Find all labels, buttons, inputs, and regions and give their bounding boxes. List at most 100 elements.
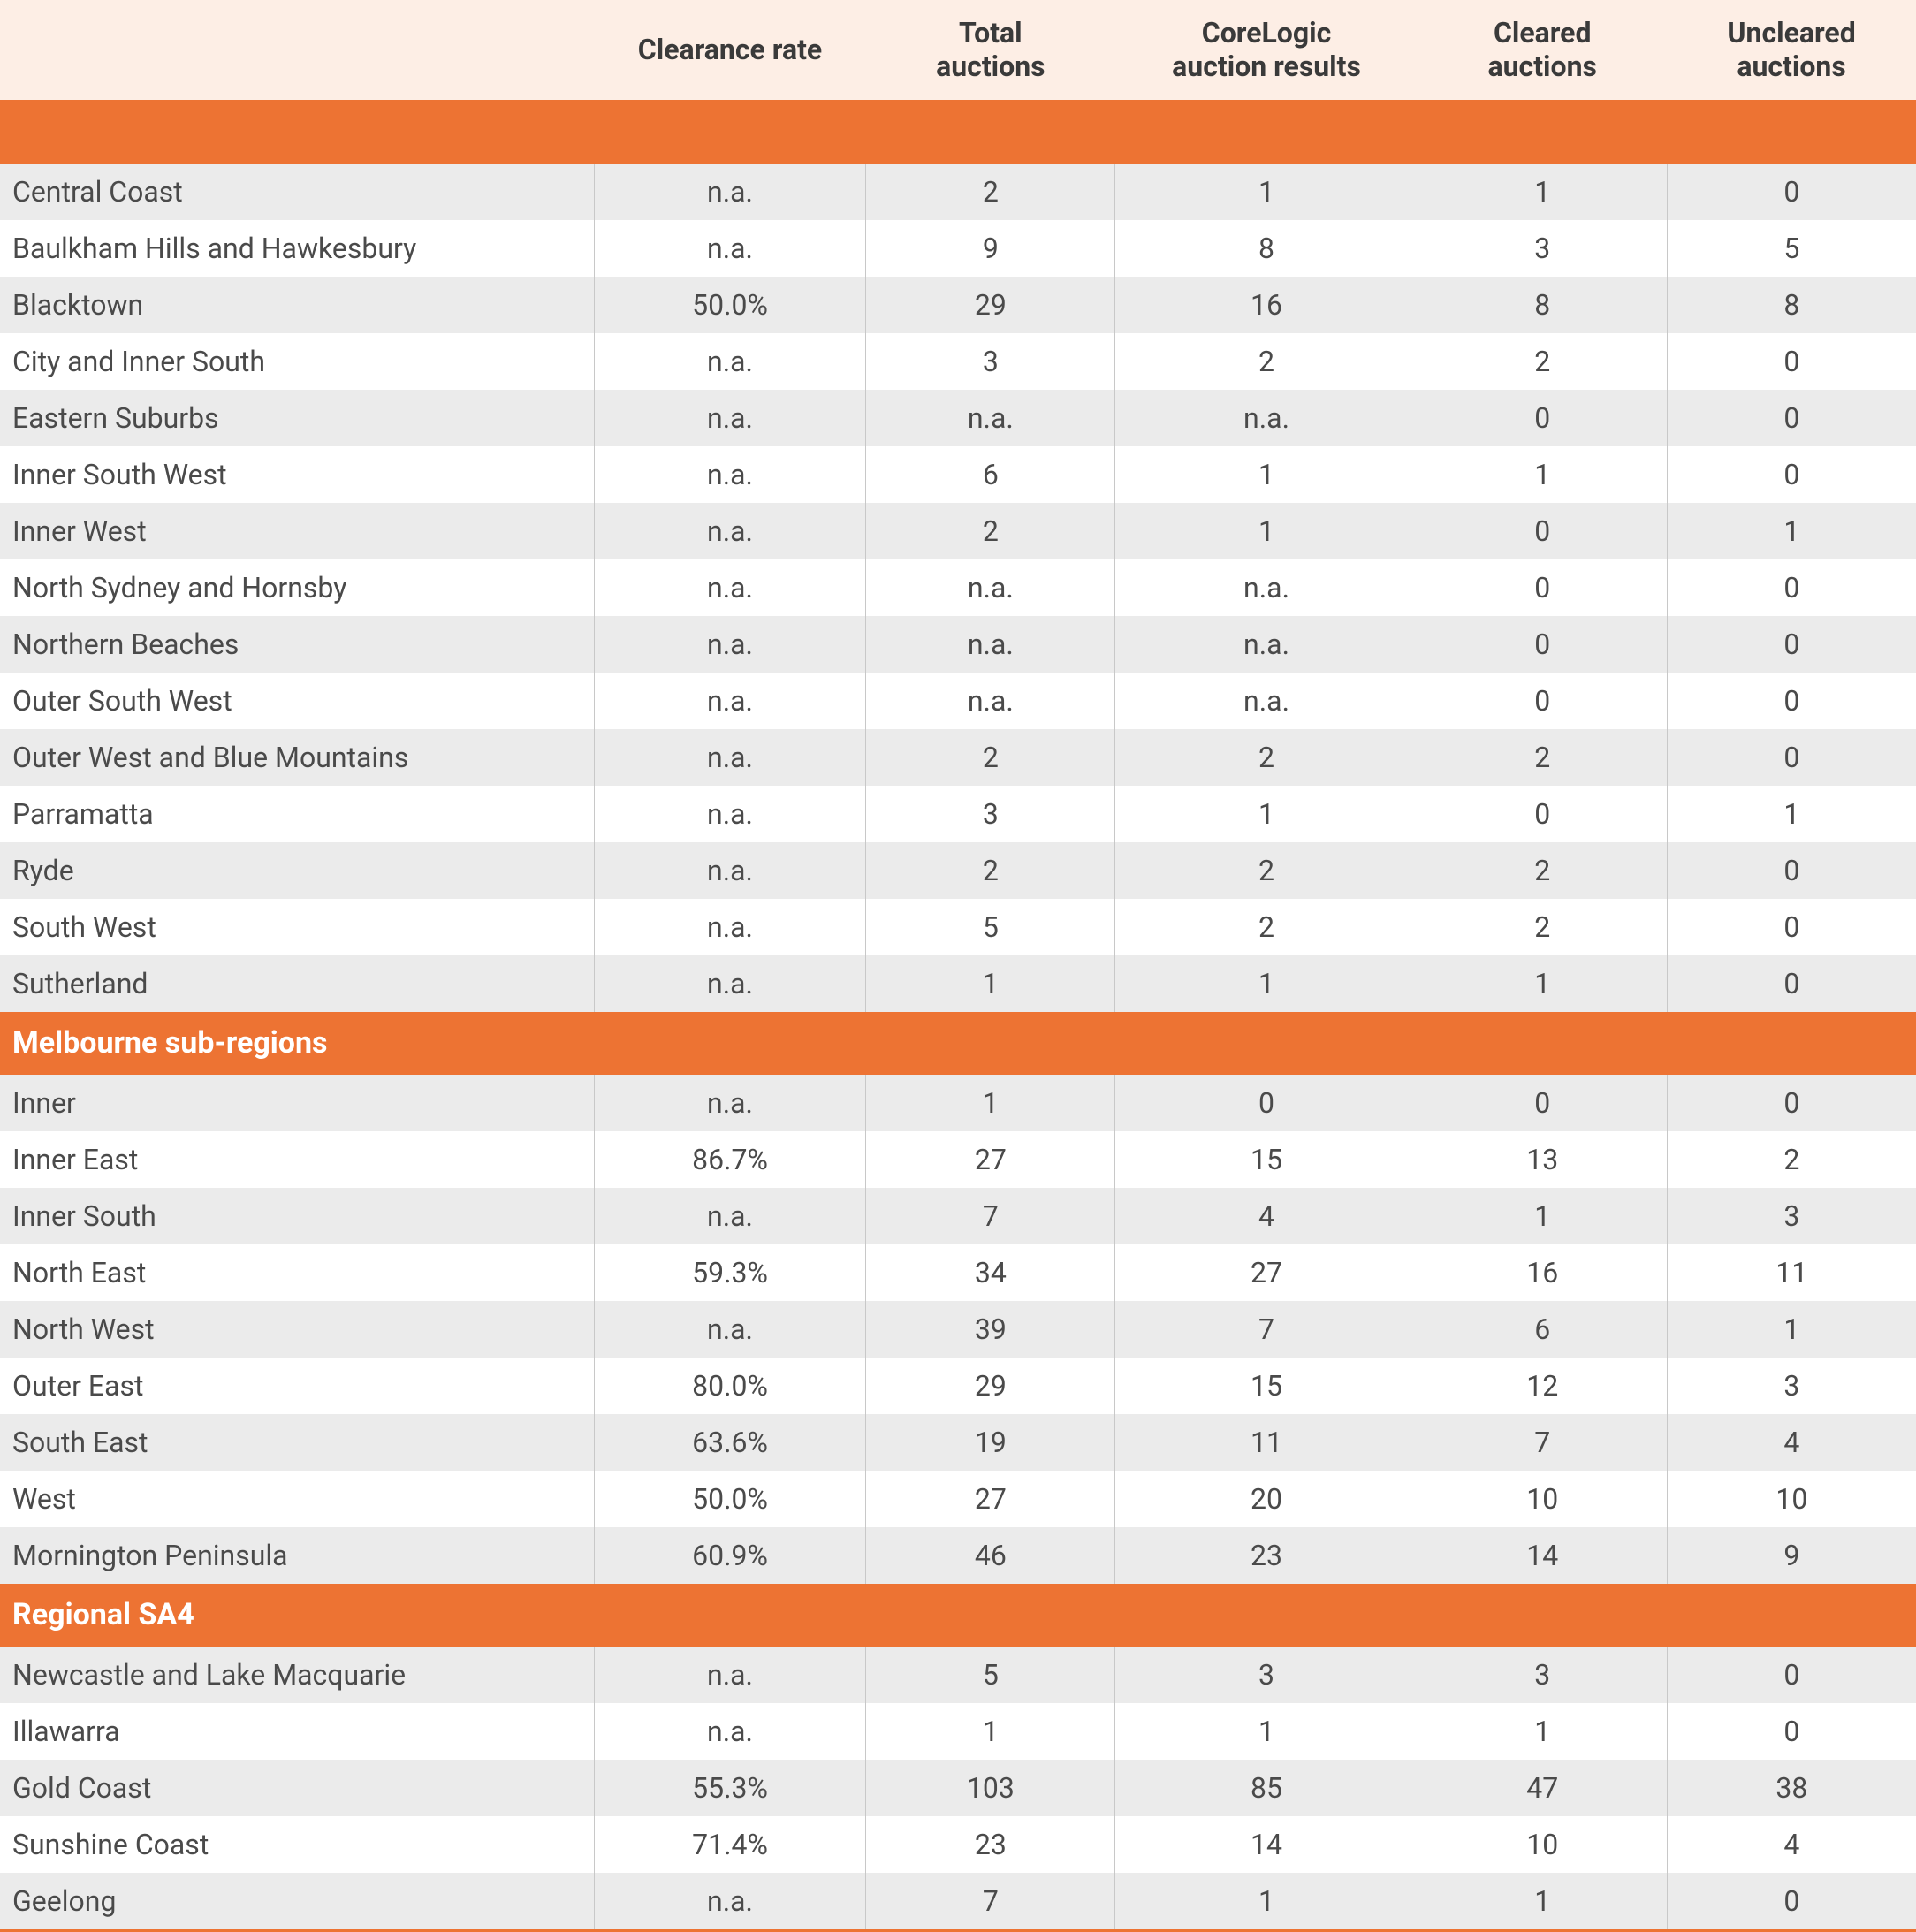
uncleared-cell: 0	[1667, 673, 1916, 729]
corelogic-cell: 0	[1115, 1075, 1418, 1131]
cleared-cell: 0	[1418, 786, 1667, 842]
clearance-cell: n.a.	[594, 164, 866, 220]
clearance-cell: n.a.	[594, 616, 866, 673]
table-row: Sutherlandn.a.1110	[0, 955, 1916, 1012]
clearance-cell: 63.6%	[594, 1414, 866, 1471]
section-header-row: Melbourne sub-regions	[0, 1012, 1916, 1075]
uncleared-cell: 0	[1667, 616, 1916, 673]
clearance-cell: n.a.	[594, 446, 866, 503]
total-cell: 39	[866, 1301, 1115, 1358]
uncleared-cell: 0	[1667, 899, 1916, 955]
uncleared-cell: 2	[1667, 1131, 1916, 1188]
region-cell: Outer West and Blue Mountains	[0, 729, 594, 786]
total-cell: 2	[866, 164, 1115, 220]
uncleared-cell: 1	[1667, 1301, 1916, 1358]
corelogic-cell: 16	[1115, 277, 1418, 333]
region-cell: Baulkham Hills and Hawkesbury	[0, 220, 594, 277]
region-cell: Geelong	[0, 1873, 594, 1931]
corelogic-cell: 1	[1115, 955, 1418, 1012]
uncleared-cell: 0	[1667, 842, 1916, 899]
clearance-cell: n.a.	[594, 673, 866, 729]
uncleared-cell: 0	[1667, 1703, 1916, 1760]
table-row: Ryden.a.2220	[0, 842, 1916, 899]
cleared-cell: 1	[1418, 164, 1667, 220]
clearance-cell: 59.3%	[594, 1244, 866, 1301]
region-cell: Newcastle and Lake Macquarie	[0, 1647, 594, 1703]
clearance-cell: n.a.	[594, 390, 866, 446]
total-cell: 5	[866, 1647, 1115, 1703]
corelogic-cell: 1	[1115, 446, 1418, 503]
corelogic-cell: 15	[1115, 1358, 1418, 1414]
cleared-cell: 12	[1418, 1358, 1667, 1414]
table-row: Gold Coast55.3%103854738	[0, 1760, 1916, 1816]
uncleared-cell: 3	[1667, 1188, 1916, 1244]
corelogic-cell: 2	[1115, 333, 1418, 390]
corelogic-cell: 20	[1115, 1471, 1418, 1527]
corelogic-cell: 7	[1115, 1301, 1418, 1358]
table-row: Central Coastn.a.2110	[0, 164, 1916, 220]
table-row: Sunshine Coast71.4%2314104	[0, 1816, 1916, 1873]
cleared-cell: 10	[1418, 1816, 1667, 1873]
uncleared-cell: 0	[1667, 1647, 1916, 1703]
clearance-cell: 60.9%	[594, 1527, 866, 1584]
uncleared-cell: 5	[1667, 220, 1916, 277]
cleared-cell: 2	[1418, 842, 1667, 899]
total-cell: 5	[866, 899, 1115, 955]
section-header-row: Regional SA4	[0, 1584, 1916, 1647]
table-row: Blacktown50.0%291688	[0, 277, 1916, 333]
region-cell: Central Coast	[0, 164, 594, 220]
uncleared-cell: 3	[1667, 1358, 1916, 1414]
cleared-cell: 1	[1418, 1703, 1667, 1760]
cleared-cell: 0	[1418, 503, 1667, 559]
region-cell: North East	[0, 1244, 594, 1301]
cleared-cell: 47	[1418, 1760, 1667, 1816]
total-cell: 1	[866, 955, 1115, 1012]
region-cell: Inner West	[0, 503, 594, 559]
clearance-cell: n.a.	[594, 220, 866, 277]
total-cell: 103	[866, 1760, 1115, 1816]
region-cell: Blacktown	[0, 277, 594, 333]
section-title: Melbourne sub-regions	[0, 1012, 1916, 1075]
corelogic-cell: 2	[1115, 899, 1418, 955]
region-cell: Gold Coast	[0, 1760, 594, 1816]
clearance-cell: n.a.	[594, 842, 866, 899]
total-cell: 7	[866, 1188, 1115, 1244]
region-cell: Parramatta	[0, 786, 594, 842]
uncleared-cell: 0	[1667, 164, 1916, 220]
cleared-cell: 0	[1418, 559, 1667, 616]
table-row: Inner Westn.a.2101	[0, 503, 1916, 559]
corelogic-cell: 2	[1115, 729, 1418, 786]
cleared-cell: 1	[1418, 1188, 1667, 1244]
region-cell: Outer South West	[0, 673, 594, 729]
table-row: Mornington Peninsula60.9%4623149	[0, 1527, 1916, 1584]
table-body: Central Coastn.a.2110Baulkham Hills and …	[0, 100, 1916, 1931]
uncleared-cell: 0	[1667, 1873, 1916, 1931]
total-cell: n.a.	[866, 390, 1115, 446]
total-cell: 1	[866, 1075, 1115, 1131]
clearance-cell: n.a.	[594, 729, 866, 786]
table-row: Inner South Westn.a.6110	[0, 446, 1916, 503]
cleared-cell: 2	[1418, 899, 1667, 955]
auction-results-table-wrap: Clearance rate Totalauctions CoreLogicau…	[0, 0, 1916, 1932]
total-cell: 23	[866, 1816, 1115, 1873]
auction-results-table: Clearance rate Totalauctions CoreLogicau…	[0, 0, 1916, 1932]
table-row: North Westn.a.39761	[0, 1301, 1916, 1358]
uncleared-cell: 1	[1667, 786, 1916, 842]
table-row: Baulkham Hills and Hawkesburyn.a.9835	[0, 220, 1916, 277]
corelogic-cell: 3	[1115, 1647, 1418, 1703]
clearance-cell: n.a.	[594, 503, 866, 559]
total-cell: 1	[866, 1703, 1115, 1760]
total-cell: 34	[866, 1244, 1115, 1301]
table-row: Newcastle and Lake Macquarien.a.5330	[0, 1647, 1916, 1703]
cleared-cell: 0	[1418, 1075, 1667, 1131]
clearance-cell: 71.4%	[594, 1816, 866, 1873]
total-cell: 19	[866, 1414, 1115, 1471]
corelogic-cell: 14	[1115, 1816, 1418, 1873]
cleared-cell: 0	[1418, 673, 1667, 729]
cleared-cell: 0	[1418, 616, 1667, 673]
cleared-cell: 3	[1418, 220, 1667, 277]
region-cell: Inner South	[0, 1188, 594, 1244]
region-cell: Inner East	[0, 1131, 594, 1188]
total-cell: 2	[866, 503, 1115, 559]
total-cell: 6	[866, 446, 1115, 503]
